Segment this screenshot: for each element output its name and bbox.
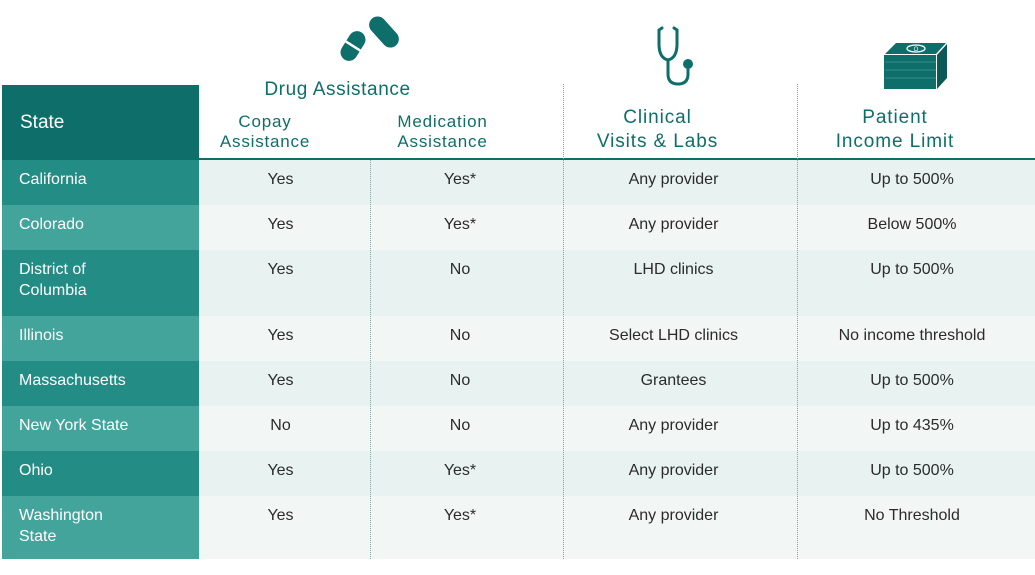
copay-cell: Yes <box>267 261 294 278</box>
income-cell: No Threshold <box>864 507 960 524</box>
income-header-line1: Patient <box>862 107 928 128</box>
copay-cell: Yes <box>267 171 294 188</box>
clinical-cell: Any provider <box>628 171 719 188</box>
header-divider <box>199 158 1035 160</box>
clinical-cell: LHD clinics <box>633 261 714 278</box>
clinical-cell: Any provider <box>628 462 719 479</box>
income-cell: Up to 500% <box>870 462 954 479</box>
state-name-line: Illinois <box>19 327 64 344</box>
medication-header-line1: Medication <box>397 112 488 131</box>
income-cell: Up to 500% <box>870 372 954 389</box>
state-cell: Washington State <box>2 496 199 559</box>
income-cell: Up to 500% <box>870 171 954 188</box>
copay-cell: Yes <box>267 372 294 389</box>
state-cell: Ohio <box>2 451 199 496</box>
medication-cell: Yes* <box>443 462 477 479</box>
clinical-cell: Select LHD clinics <box>609 327 738 344</box>
copay-cell: Yes <box>267 327 294 344</box>
table-row: California Yes Yes* Any provider Up to 5… <box>2 160 1035 205</box>
medication-cell: Yes* <box>443 216 477 233</box>
copay-cell: Yes <box>267 507 294 524</box>
clinical-cell: Any provider <box>628 216 719 233</box>
medication-cell: No <box>449 327 471 344</box>
state-name-line: Massachusetts <box>19 372 126 389</box>
svg-text:O: O <box>914 47 919 53</box>
income-limit-header: Patient Income Limit <box>800 106 990 154</box>
state-name-line: Washington <box>19 507 103 524</box>
drug-assistance-title: Drug Assistance <box>264 79 411 100</box>
medication-cell: No <box>449 261 471 278</box>
medication-cell: Yes* <box>443 171 477 188</box>
state-name-line: State <box>19 528 57 545</box>
table-row: Colorado Yes Yes* Any provider Below 500… <box>2 205 1035 250</box>
income-cell: Up to 500% <box>870 261 954 278</box>
column-divider <box>370 160 371 559</box>
stethoscope-icon <box>657 26 693 86</box>
copay-cell: Yes <box>267 462 294 479</box>
state-cell: District of Columbia <box>2 250 199 316</box>
income-cell: No income threshold <box>838 327 986 344</box>
state-name-line: Columbia <box>19 282 87 299</box>
state-name-line: Ohio <box>19 462 53 479</box>
copay-cell: Yes <box>267 216 294 233</box>
table-row: New York State No No Any provider Up to … <box>2 406 1035 451</box>
state-cell: Massachusetts <box>2 361 199 406</box>
medication-assistance-header: Medication Assistance <box>370 112 515 152</box>
income-header-line2: Income Limit <box>835 131 955 152</box>
table-row: District of Columbia Yes No LHD clinics … <box>2 250 1035 316</box>
medication-cell: Yes* <box>443 507 477 524</box>
copay-header-line2: Assistance <box>219 132 311 151</box>
state-name-line: Colorado <box>19 216 84 233</box>
clinical-header-line1: Clinical <box>623 107 692 128</box>
copay-assistance-header: Copay Assistance <box>200 112 330 152</box>
state-name-line: District of <box>19 261 86 278</box>
income-cell: Below 500% <box>867 216 957 233</box>
medication-cell: No <box>449 417 471 434</box>
pill-icon <box>340 16 399 61</box>
state-column-header: State <box>2 85 199 160</box>
table-row: Illinois Yes No Select LHD clinics No in… <box>2 316 1035 361</box>
medication-cell: No <box>449 372 471 389</box>
medication-header-line2: Assistance <box>397 132 488 151</box>
state-name-line: New York State <box>19 417 129 434</box>
table-row: Washington State Yes Yes* Any provider N… <box>2 496 1035 559</box>
copay-header-line1: Copay <box>238 112 292 131</box>
clinical-header-line2: Visits & Labs <box>596 131 719 152</box>
table-row: Ohio Yes Yes* Any provider Up to 500% <box>2 451 1035 496</box>
state-cell: California <box>2 160 199 205</box>
copay-cell: No <box>270 417 291 434</box>
clinical-visits-header: Clinical Visits & Labs <box>565 106 750 154</box>
column-divider <box>797 84 798 559</box>
money-stack-icon: O <box>884 43 947 89</box>
clinical-cell: Any provider <box>628 417 719 434</box>
state-cell: Colorado <box>2 205 199 250</box>
column-divider <box>563 84 564 559</box>
state-cell: New York State <box>2 406 199 451</box>
income-cell: Up to 435% <box>870 417 954 434</box>
clinical-cell: Grantees <box>640 372 707 389</box>
state-header-label: State <box>20 111 65 133</box>
clinical-cell: Any provider <box>628 507 719 524</box>
table-row: Massachusetts Yes No Grantees Up to 500% <box>2 361 1035 406</box>
state-cell: Illinois <box>2 316 199 361</box>
state-name-line: California <box>19 171 87 188</box>
